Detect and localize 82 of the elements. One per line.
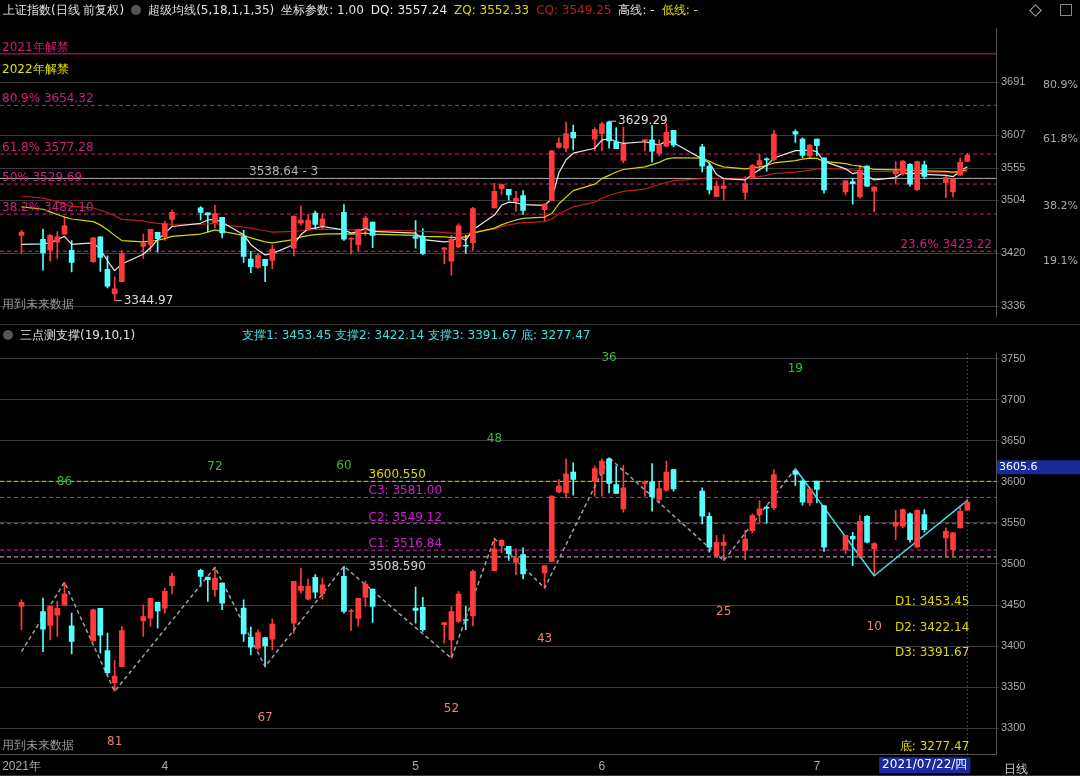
- text: 2021/07/22/四: [882, 757, 968, 772]
- annotation: 3629.29: [618, 113, 668, 128]
- candlestick: [849, 531, 856, 567]
- annotation: 3344.97: [123, 292, 174, 307]
- y-tick-label: 3750: [1001, 351, 1026, 364]
- y-tick-label: 3400: [1001, 639, 1026, 652]
- text: 坐标参数: 1.00: [281, 3, 364, 17]
- annotation: 底: 3277.47: [899, 738, 970, 753]
- annotation: 19: [787, 360, 804, 375]
- x-tick-label: 4: [161, 759, 169, 774]
- ref-line-label: 2021年解禁: [1, 39, 69, 54]
- ref-line-label: C1: 3516.84: [368, 536, 443, 551]
- ref-line-label: 80.9% 3654.32: [1, 91, 94, 106]
- annotation: 43: [536, 631, 553, 646]
- annotation: 2022年解禁: [2, 61, 69, 76]
- y-tick-label: 3600: [1001, 474, 1026, 487]
- chart-subtitle: 支撑1: 3453.45 支撑2: 3422.14 支撑3: 3391.67 底: 3277.47: [242, 328, 591, 342]
- y-tick-label: 3555: [1001, 161, 1026, 174]
- x-tick-label: 7: [813, 759, 821, 774]
- chart-title: 上证指数(日线 前复权): [3, 3, 125, 17]
- annotation: 10: [866, 618, 882, 633]
- candlestick: [462, 606, 469, 631]
- ref-line-label: C2: 3549.12: [368, 509, 443, 524]
- y-tick-label: 3300: [1001, 721, 1026, 734]
- annotation: 52: [443, 701, 460, 716]
- y2-tick-label: 61.8%: [1043, 132, 1078, 146]
- annotation: D3: 3391.67: [894, 645, 970, 660]
- text: CQ: 3549.25: [536, 3, 612, 17]
- candlestick: [441, 621, 448, 644]
- candlestick: [720, 534, 727, 561]
- candlestick: [871, 186, 878, 213]
- annotation: 25: [716, 603, 732, 618]
- y-tick-label: 3504: [1001, 193, 1026, 206]
- y-tick-label: 3420: [1001, 246, 1026, 259]
- ref-line-label: 3538.64 - 3: [249, 164, 319, 179]
- y-tick-label: 3691: [1001, 75, 1026, 88]
- annotation: 36: [601, 349, 617, 364]
- y-tick-label: 3350: [1001, 680, 1026, 693]
- ref-line-label: 3508.590: [368, 558, 426, 573]
- candlestick: [513, 548, 519, 576]
- y-tick-label: 3450: [1001, 598, 1026, 611]
- x-tick-label: 2021年: [2, 759, 41, 774]
- text: 3605.6: [999, 460, 1038, 474]
- annotation: D1: 3453.45: [894, 594, 970, 609]
- y-tick-label: 3607: [1001, 128, 1026, 141]
- annotation: 67: [257, 709, 273, 724]
- y2-tick-label: 19.1%: [1043, 253, 1078, 267]
- text: ZQ: 3552.33: [454, 3, 530, 17]
- candlestick: [849, 178, 856, 205]
- candlestick: [642, 480, 648, 497]
- y2-tick-label: 80.9%: [1043, 77, 1078, 91]
- y-tick-label: 3650: [1001, 433, 1026, 446]
- annotation: 48: [486, 430, 503, 445]
- text: 低线: -: [661, 3, 698, 17]
- ref-line-label: 3600.550: [368, 467, 426, 482]
- annotation: D2: 3422.14: [894, 620, 970, 635]
- y2-tick-label: 38.2%: [1043, 199, 1078, 213]
- annotation: 81: [107, 734, 123, 749]
- ref-line-label: C3: 3581.00: [368, 483, 443, 498]
- y-tick-label: 3500: [1001, 556, 1026, 569]
- x-tick-label: 6: [598, 759, 606, 774]
- annotation: 72: [207, 459, 223, 474]
- x-tick-label: 5: [412, 759, 420, 774]
- text: DQ: 3557.24: [370, 3, 448, 17]
- chart-subtitle: 超级均线(5,18,1,1,35): [148, 3, 275, 17]
- candlestick: [441, 247, 448, 264]
- y-tick-label: 3700: [1001, 392, 1026, 405]
- candlestick: [720, 179, 727, 201]
- ref-line-label: 61.8% 3577.28: [1, 140, 94, 155]
- y-tick-label: 3336: [1001, 299, 1026, 312]
- candlestick: [570, 462, 577, 496]
- annotation: 60: [336, 458, 352, 473]
- candlestick: [570, 124, 577, 151]
- candlestick: [140, 604, 147, 637]
- candlestick: [204, 576, 211, 602]
- annotation: 用到未来数据: [2, 737, 74, 752]
- text: 高线: -: [618, 3, 655, 17]
- ref-line-label: 23.6% 3423.22: [900, 237, 992, 252]
- annotation: 用到未来数据: [2, 297, 74, 312]
- chart-title: 三点测支撑(19,10,1): [20, 328, 136, 342]
- y-tick-label: 3550: [1001, 515, 1026, 528]
- text: 日线: [1004, 762, 1028, 776]
